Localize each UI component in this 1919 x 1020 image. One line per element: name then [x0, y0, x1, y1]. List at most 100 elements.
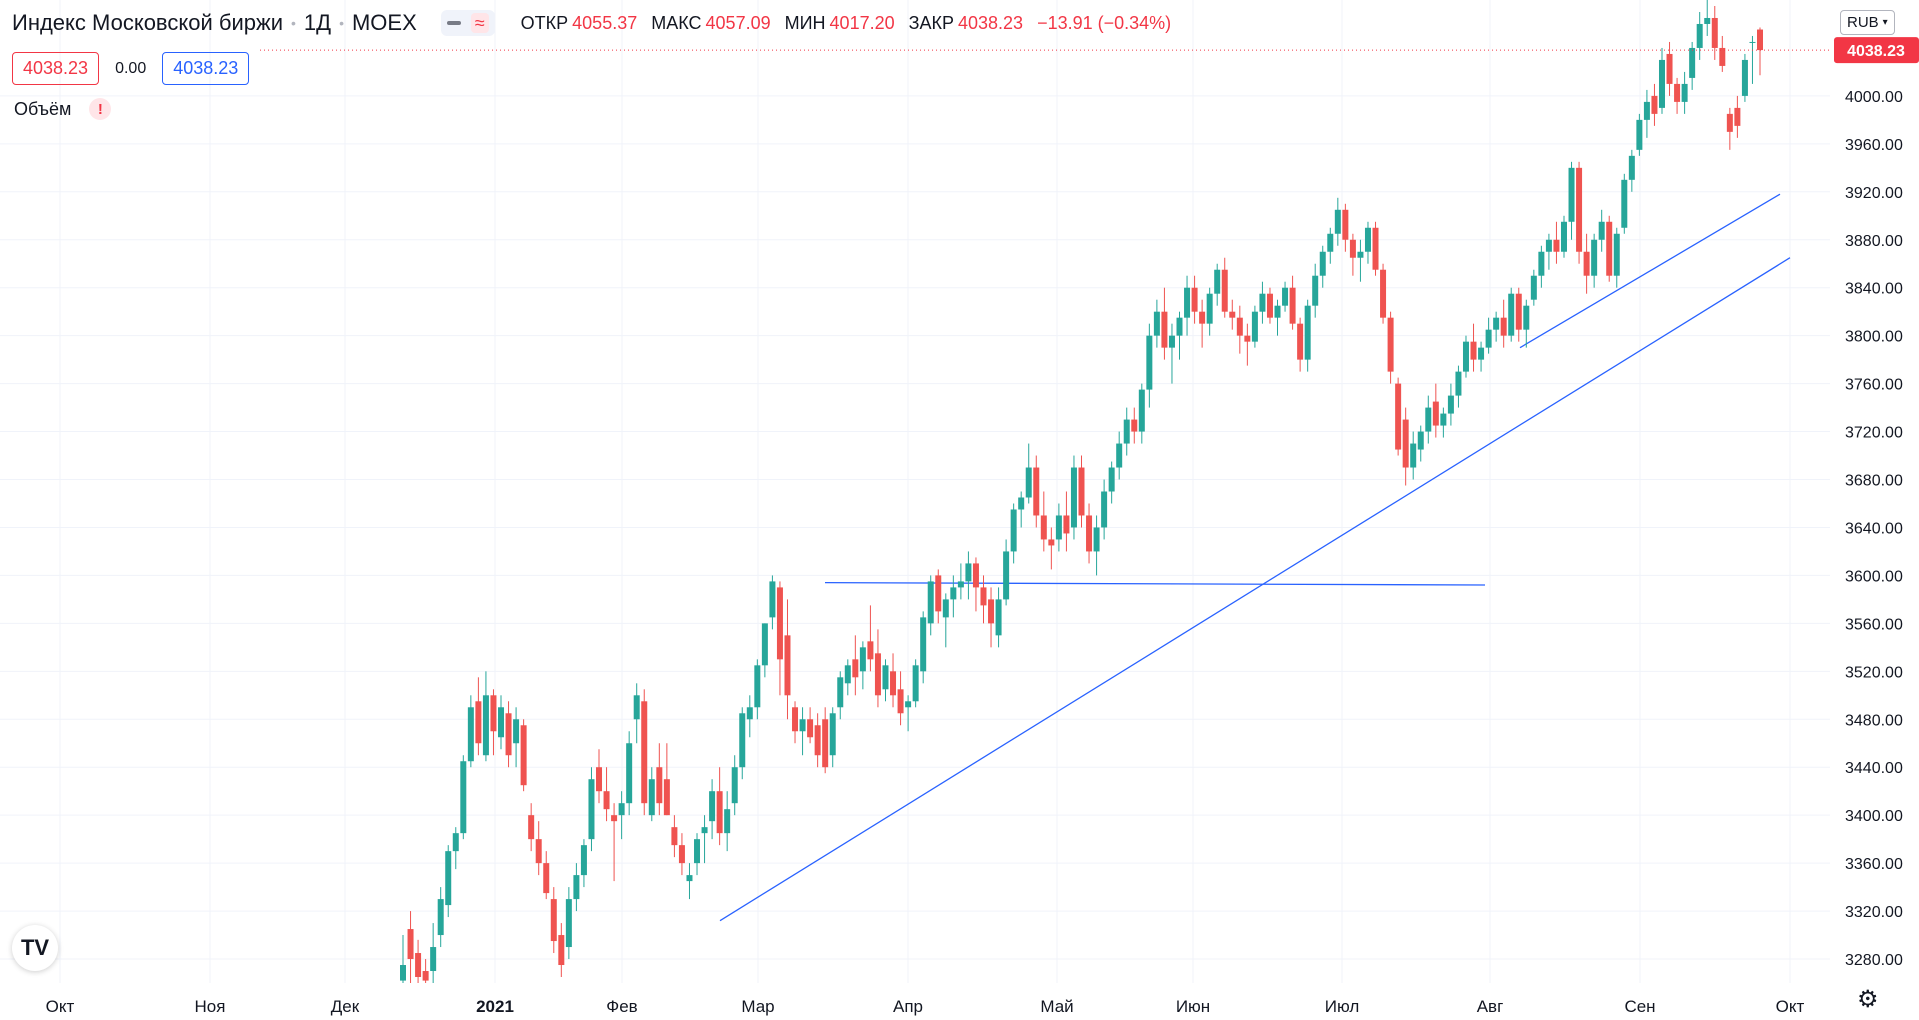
candle[interactable]	[445, 845, 452, 918]
candle[interactable]	[1010, 503, 1017, 564]
candle[interactable]	[573, 863, 580, 912]
gear-icon[interactable]: ⚙	[1857, 986, 1879, 1013]
candle[interactable]	[1485, 317, 1492, 354]
candle[interactable]	[1289, 275, 1296, 330]
candle[interactable]	[784, 599, 791, 720]
candle[interactable]	[1251, 305, 1258, 348]
candle[interactable]	[905, 695, 912, 732]
candle[interactable]	[716, 767, 723, 846]
candle[interactable]	[498, 695, 505, 750]
time-scale[interactable]	[0, 983, 1830, 1020]
candle[interactable]	[1628, 149, 1635, 192]
candle[interactable]	[505, 701, 512, 768]
candle[interactable]	[1576, 161, 1583, 264]
candle[interactable]	[761, 623, 768, 678]
candle[interactable]	[1598, 209, 1605, 252]
candle[interactable]	[754, 659, 761, 720]
candle[interactable]	[1266, 287, 1273, 324]
candle[interactable]	[1108, 461, 1115, 504]
candle[interactable]	[535, 821, 542, 876]
candle[interactable]	[957, 563, 964, 600]
candle[interactable]	[1455, 365, 1462, 408]
candle[interactable]	[927, 575, 934, 636]
currency-button[interactable]: RUB ▾	[1840, 10, 1895, 35]
candle[interactable]	[1048, 527, 1055, 570]
candle[interactable]	[709, 779, 716, 840]
candle[interactable]	[1500, 299, 1507, 348]
candle[interactable]	[1432, 383, 1439, 438]
candle[interactable]	[1003, 539, 1010, 606]
candle[interactable]	[1440, 407, 1447, 438]
candle[interactable]	[1176, 311, 1183, 360]
candle[interactable]	[1063, 491, 1070, 552]
candle[interactable]	[1470, 323, 1477, 372]
candle[interactable]	[467, 695, 474, 768]
candle[interactable]	[580, 839, 587, 888]
compare-icon[interactable]: ≈	[470, 13, 489, 33]
candle[interactable]	[1244, 323, 1251, 366]
candle[interactable]	[678, 833, 685, 876]
candle[interactable]	[1342, 203, 1349, 252]
candle[interactable]	[611, 803, 618, 882]
candle[interactable]	[520, 719, 527, 792]
candle[interactable]	[1236, 305, 1243, 354]
candle[interactable]	[1312, 263, 1319, 318]
candle[interactable]	[844, 659, 851, 696]
candle[interactable]	[912, 659, 919, 708]
candle[interactable]	[1719, 35, 1726, 72]
candle[interactable]	[1523, 299, 1530, 348]
candle[interactable]	[460, 755, 467, 840]
candle[interactable]	[1530, 269, 1537, 306]
candle[interactable]	[731, 755, 738, 816]
candle[interactable]	[1304, 299, 1311, 372]
candle[interactable]	[603, 767, 610, 822]
candle[interactable]	[1168, 323, 1175, 384]
candle[interactable]	[528, 803, 535, 852]
candle[interactable]	[452, 827, 459, 870]
candle[interactable]	[769, 575, 776, 630]
candle[interactable]	[1658, 47, 1665, 114]
candle[interactable]	[1229, 299, 1236, 330]
candle[interactable]	[1651, 83, 1658, 126]
candle[interactable]	[1138, 383, 1145, 444]
candle[interactable]	[1123, 407, 1130, 456]
candle[interactable]	[1447, 383, 1454, 426]
candle[interactable]	[1726, 107, 1733, 150]
candle[interactable]	[1199, 299, 1206, 348]
candle[interactable]	[543, 851, 550, 900]
candle[interactable]	[852, 635, 859, 696]
candle[interactable]	[1545, 233, 1552, 270]
candle[interactable]	[1153, 299, 1160, 348]
candle[interactable]	[1357, 239, 1364, 282]
candle[interactable]	[1417, 425, 1424, 462]
candle[interactable]	[633, 683, 640, 744]
candle[interactable]	[1259, 281, 1266, 324]
candle[interactable]	[1395, 377, 1402, 456]
candle[interactable]	[1214, 263, 1221, 306]
candle[interactable]	[935, 569, 942, 624]
price-scale[interactable]	[1830, 0, 1919, 1020]
ask-box[interactable]: 4038.23	[162, 52, 250, 85]
candle[interactable]	[558, 923, 565, 978]
candle[interactable]	[882, 659, 889, 702]
trend-line[interactable]	[1519, 193, 1781, 349]
candle[interactable]	[1055, 503, 1062, 552]
candle[interactable]	[1191, 275, 1198, 324]
candle[interactable]	[1741, 53, 1748, 102]
candle[interactable]	[1613, 227, 1620, 288]
candle[interactable]	[550, 887, 557, 954]
candle[interactable]	[1025, 443, 1032, 504]
candle[interactable]	[1274, 299, 1281, 336]
candle[interactable]	[1462, 335, 1469, 378]
candle[interactable]	[1636, 113, 1643, 156]
candle[interactable]	[1425, 395, 1432, 444]
candle[interactable]	[1606, 215, 1613, 282]
tradingview-logo-icon[interactable]: TV	[12, 925, 58, 971]
candle[interactable]	[950, 575, 957, 618]
candle[interactable]	[686, 863, 693, 900]
candle[interactable]	[1101, 479, 1108, 540]
candle[interactable]	[746, 695, 753, 738]
candle[interactable]	[1116, 431, 1123, 480]
candle[interactable]	[1704, 0, 1711, 36]
candle[interactable]	[1553, 221, 1560, 264]
